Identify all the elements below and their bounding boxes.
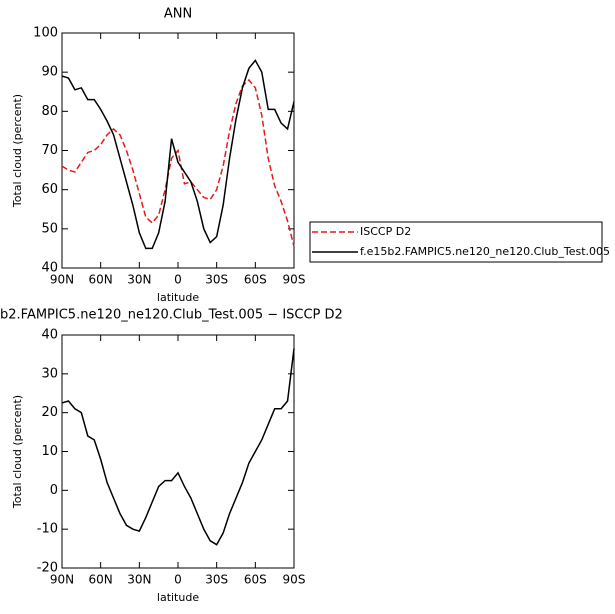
x-tick-label: 90S	[283, 273, 306, 287]
legend-label: ISCCP D2	[360, 225, 411, 238]
y-tick-label: 10	[41, 444, 58, 459]
x-tick-label: 60N	[89, 273, 113, 287]
x-tick-label: 30S	[205, 573, 228, 587]
x-tick-label: 90N	[50, 273, 74, 287]
y-tick-label: 0	[50, 483, 58, 498]
series-line	[61, 348, 295, 546]
y-tick-label: 30	[41, 366, 58, 381]
y-tick-label: 100	[33, 26, 58, 41]
y-tick-label: 20	[41, 405, 58, 420]
x-tick-label: 0	[174, 273, 182, 287]
chart-title: b2.FAMPIC5.ne120_ne120.Club_Test.005 − I…	[0, 308, 343, 323]
chart-title: ANN	[164, 7, 192, 22]
plot-frame	[61, 334, 295, 569]
series-line	[61, 78, 295, 247]
y-tick-label: 40	[41, 328, 58, 343]
x-tick-label: 90N	[50, 573, 74, 587]
legend-box	[309, 221, 603, 263]
x-tick-label: 90S	[283, 573, 306, 587]
series-line	[61, 59, 295, 250]
x-tick-label: 30N	[127, 573, 151, 587]
y-tick-label: 50	[41, 221, 58, 236]
y-tick-label: 70	[41, 143, 58, 158]
y-tick-label: 90	[41, 65, 58, 80]
y-tick-label: -10	[37, 522, 58, 537]
x-tick-label: 0	[174, 573, 182, 587]
legend-label: f.e15b2.FAMPIC5.ne120_ne120.Club_Test.00…	[360, 245, 610, 258]
y-tick-label: 80	[41, 104, 58, 119]
x-tick-label: 60S	[244, 573, 267, 587]
x-tick-label: 60S	[244, 273, 267, 287]
y-tick-label: -20	[37, 561, 58, 576]
x-axis-label: latitude	[157, 291, 199, 304]
y-axis-label: Total cloud (percent)	[11, 395, 24, 509]
x-tick-label: 30N	[127, 273, 151, 287]
x-tick-label: 30S	[205, 273, 228, 287]
x-tick-label: 60N	[89, 573, 113, 587]
y-axis-label: Total cloud (percent)	[11, 94, 24, 208]
y-tick-label: 60	[41, 182, 58, 197]
y-tick-label: 40	[41, 261, 58, 276]
x-axis-label: latitude	[157, 591, 199, 604]
